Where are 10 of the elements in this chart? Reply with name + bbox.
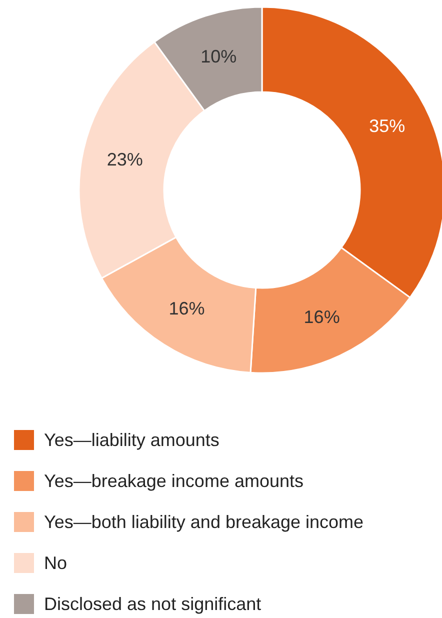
data-label: 16% bbox=[168, 298, 205, 319]
legend-label: Yes—both liability and breakage income bbox=[44, 512, 364, 532]
legend-label: Disclosed as not significant bbox=[44, 594, 262, 614]
data-label: 23% bbox=[106, 149, 143, 170]
legend-label: No bbox=[44, 553, 68, 573]
legend-label: Yes—breakage income amounts bbox=[44, 471, 304, 491]
data-label: 10% bbox=[200, 46, 237, 66]
legend-label: Yes—liability amounts bbox=[44, 430, 220, 450]
data-label: 16% bbox=[304, 307, 340, 328]
data-label: 35% bbox=[369, 116, 406, 136]
